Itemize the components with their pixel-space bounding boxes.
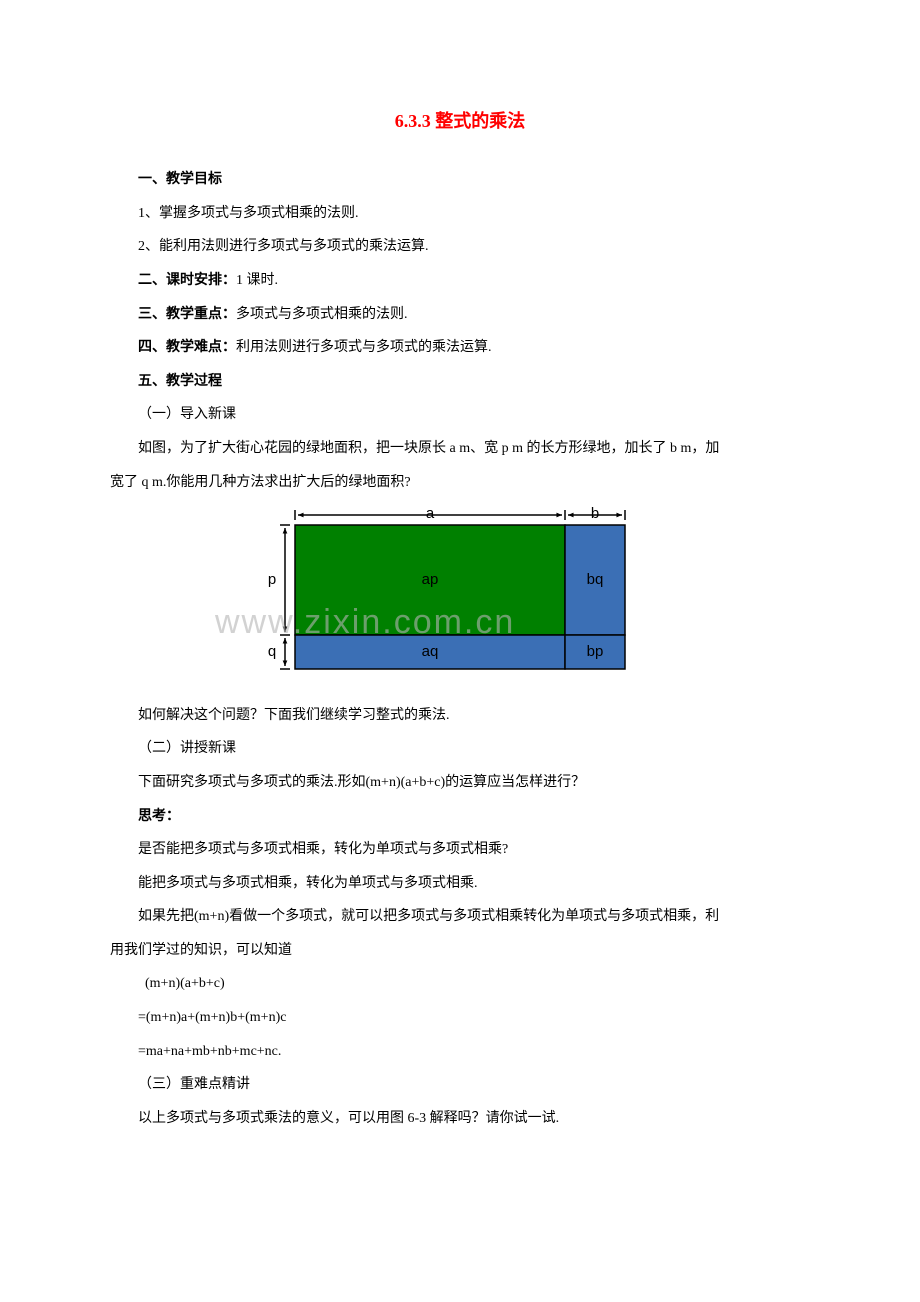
section-2-heading: 二、课时安排： bbox=[138, 273, 236, 288]
section-3-heading: 三、教学重点： bbox=[138, 307, 236, 322]
question-after-diagram: 如何解决这个问题？下面我们继续学习整式的乘法. bbox=[110, 699, 810, 733]
section-4-heading: 四、教学难点： bbox=[138, 340, 236, 355]
section-4-body: 利用法则进行多项式与多项式的乘法运算. bbox=[236, 340, 492, 355]
section-1-heading: 一、教学目标 bbox=[110, 163, 810, 197]
intro-line-2: 宽了 q m.你能用几种方法求出扩大后的绿地面积? bbox=[110, 466, 810, 500]
svg-text:p: p bbox=[268, 571, 276, 588]
svg-text:ap: ap bbox=[422, 571, 439, 588]
goal-2: 2、能利用法则进行多项式与多项式的乘法运算. bbox=[110, 230, 810, 264]
subsection-1: （一）导入新课 bbox=[110, 398, 810, 432]
formula-3: =ma+na+mb+nb+mc+nc. bbox=[110, 1035, 810, 1069]
svg-text:bq: bq bbox=[587, 571, 604, 588]
svg-text:bp: bp bbox=[587, 643, 604, 660]
section-3-body: 多项式与多项式相乘的法则. bbox=[236, 307, 408, 322]
subsection-2: （二）讲授新课 bbox=[110, 732, 810, 766]
intro-line-1: 如图，为了扩大街心花园的绿地面积，把一块原长 a m、宽 p m 的长方形绿地，… bbox=[110, 432, 810, 466]
formula-2: =(m+n)a+(m+n)b+(m+n)c bbox=[110, 1001, 810, 1035]
last-paragraph: 以上多项式与多项式乘法的意义，可以用图 6-3 解释吗？请你试一试. bbox=[110, 1102, 810, 1136]
think-heading: 思考： bbox=[110, 800, 810, 834]
think-p3: 如果先把(m+n)看做一个多项式，就可以把多项式与多项式相乘转化为单项式与多项式… bbox=[110, 900, 810, 934]
goal-1: 1、掌握多项式与多项式相乘的法则. bbox=[110, 197, 810, 231]
teach-p1: 下面研究多项式与多项式的乘法.形如(m+n)(a+b+c)的运算应当怎样进行？ bbox=[110, 766, 810, 800]
svg-text:aq: aq bbox=[422, 643, 439, 660]
diagram-container: abpqapbqaqbp www.zixin.com.cn bbox=[255, 507, 665, 691]
subsection-3: （三）重难点精讲 bbox=[110, 1068, 810, 1102]
think-p1: 是否能把多项式与多项式相乘，转化为单项式与多项式相乘? bbox=[110, 833, 810, 867]
section-3: 三、教学重点：多项式与多项式相乘的法则. bbox=[110, 298, 810, 332]
formula-1: (m+n)(a+b+c) bbox=[110, 967, 810, 1001]
section-4: 四、教学难点：利用法则进行多项式与多项式的乘法运算. bbox=[110, 331, 810, 365]
section-2: 二、课时安排：1 课时. bbox=[110, 264, 810, 298]
section-5-heading: 五、教学过程 bbox=[110, 365, 810, 399]
svg-text:q: q bbox=[268, 643, 276, 660]
rectangle-diagram: abpqapbqaqbp bbox=[255, 507, 665, 677]
diagram-wrapper: abpqapbqaqbp www.zixin.com.cn bbox=[110, 507, 810, 691]
page-title: 6.3.3 整式的乘法 bbox=[110, 100, 810, 143]
svg-text:b: b bbox=[591, 507, 599, 522]
section-2-body: 1 课时. bbox=[236, 273, 278, 288]
think-p4: 用我们学过的知识，可以知道 bbox=[110, 934, 810, 968]
think-p2: 能把多项式与多项式相乘，转化为单项式与多项式相乘. bbox=[110, 867, 810, 901]
svg-text:a: a bbox=[426, 507, 435, 522]
